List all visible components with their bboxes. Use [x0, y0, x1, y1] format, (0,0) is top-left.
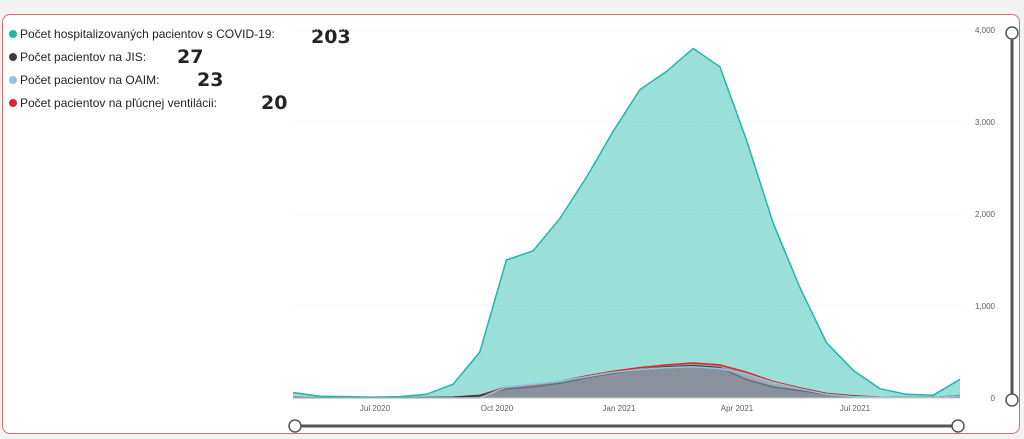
- hospitalized-value: 203: [311, 26, 351, 48]
- y-tick-label: 3,000: [975, 118, 996, 127]
- oaim-value: 23: [197, 69, 224, 91]
- y-tick-label: 1,000: [975, 302, 996, 311]
- legend-item-jis: Počet pacientov na JIS:: [9, 50, 146, 64]
- zoom-handle-right[interactable]: [951, 419, 965, 433]
- zoom-handle-top[interactable]: [1005, 26, 1019, 40]
- legend-dot-icon: [9, 76, 17, 84]
- legend-item-ventilation: Počet pacientov na pľúcnej ventilácii:: [9, 96, 217, 110]
- x-tick-label: Jul 2020: [360, 404, 391, 413]
- ventilation-value: 20: [261, 92, 288, 114]
- legend-label: Počet pacientov na pľúcnej ventilácii:: [20, 96, 217, 110]
- legend-item-hospitalized: Počet hospitalizovaných pacientov s COVI…: [9, 27, 275, 41]
- chart-card: [2, 14, 1020, 434]
- jis-value: 27: [177, 46, 204, 68]
- legend-item-oaim: Počet pacientov na OAIM:: [9, 73, 159, 87]
- zoom-handle-bottom[interactable]: [1005, 393, 1019, 407]
- series-area: [293, 48, 960, 399]
- x-tick-label: Apr 2021: [721, 404, 754, 413]
- zoom-handle-left[interactable]: [288, 419, 302, 433]
- series-area: [293, 366, 960, 398]
- x-tick-label: Jul 2021: [840, 404, 871, 413]
- legend-dot-icon: [9, 99, 17, 107]
- legend-dot-icon: [9, 30, 17, 38]
- legend-label: Počet pacientov na JIS:: [20, 50, 147, 64]
- y-tick-label: 0: [991, 394, 996, 403]
- legend-label: Počet pacientov na OAIM:: [20, 73, 160, 87]
- series-line: [292, 47, 961, 398]
- x-tick-label: Jan 2021: [603, 404, 636, 413]
- legend-label: Počet hospitalizovaných pacientov s COVI…: [20, 27, 275, 41]
- y-tick-label: 2,000: [975, 210, 996, 219]
- legend-dot-icon: [9, 53, 17, 61]
- x-tick-label: Oct 2020: [481, 404, 514, 413]
- y-tick-label: 4,000: [975, 26, 996, 35]
